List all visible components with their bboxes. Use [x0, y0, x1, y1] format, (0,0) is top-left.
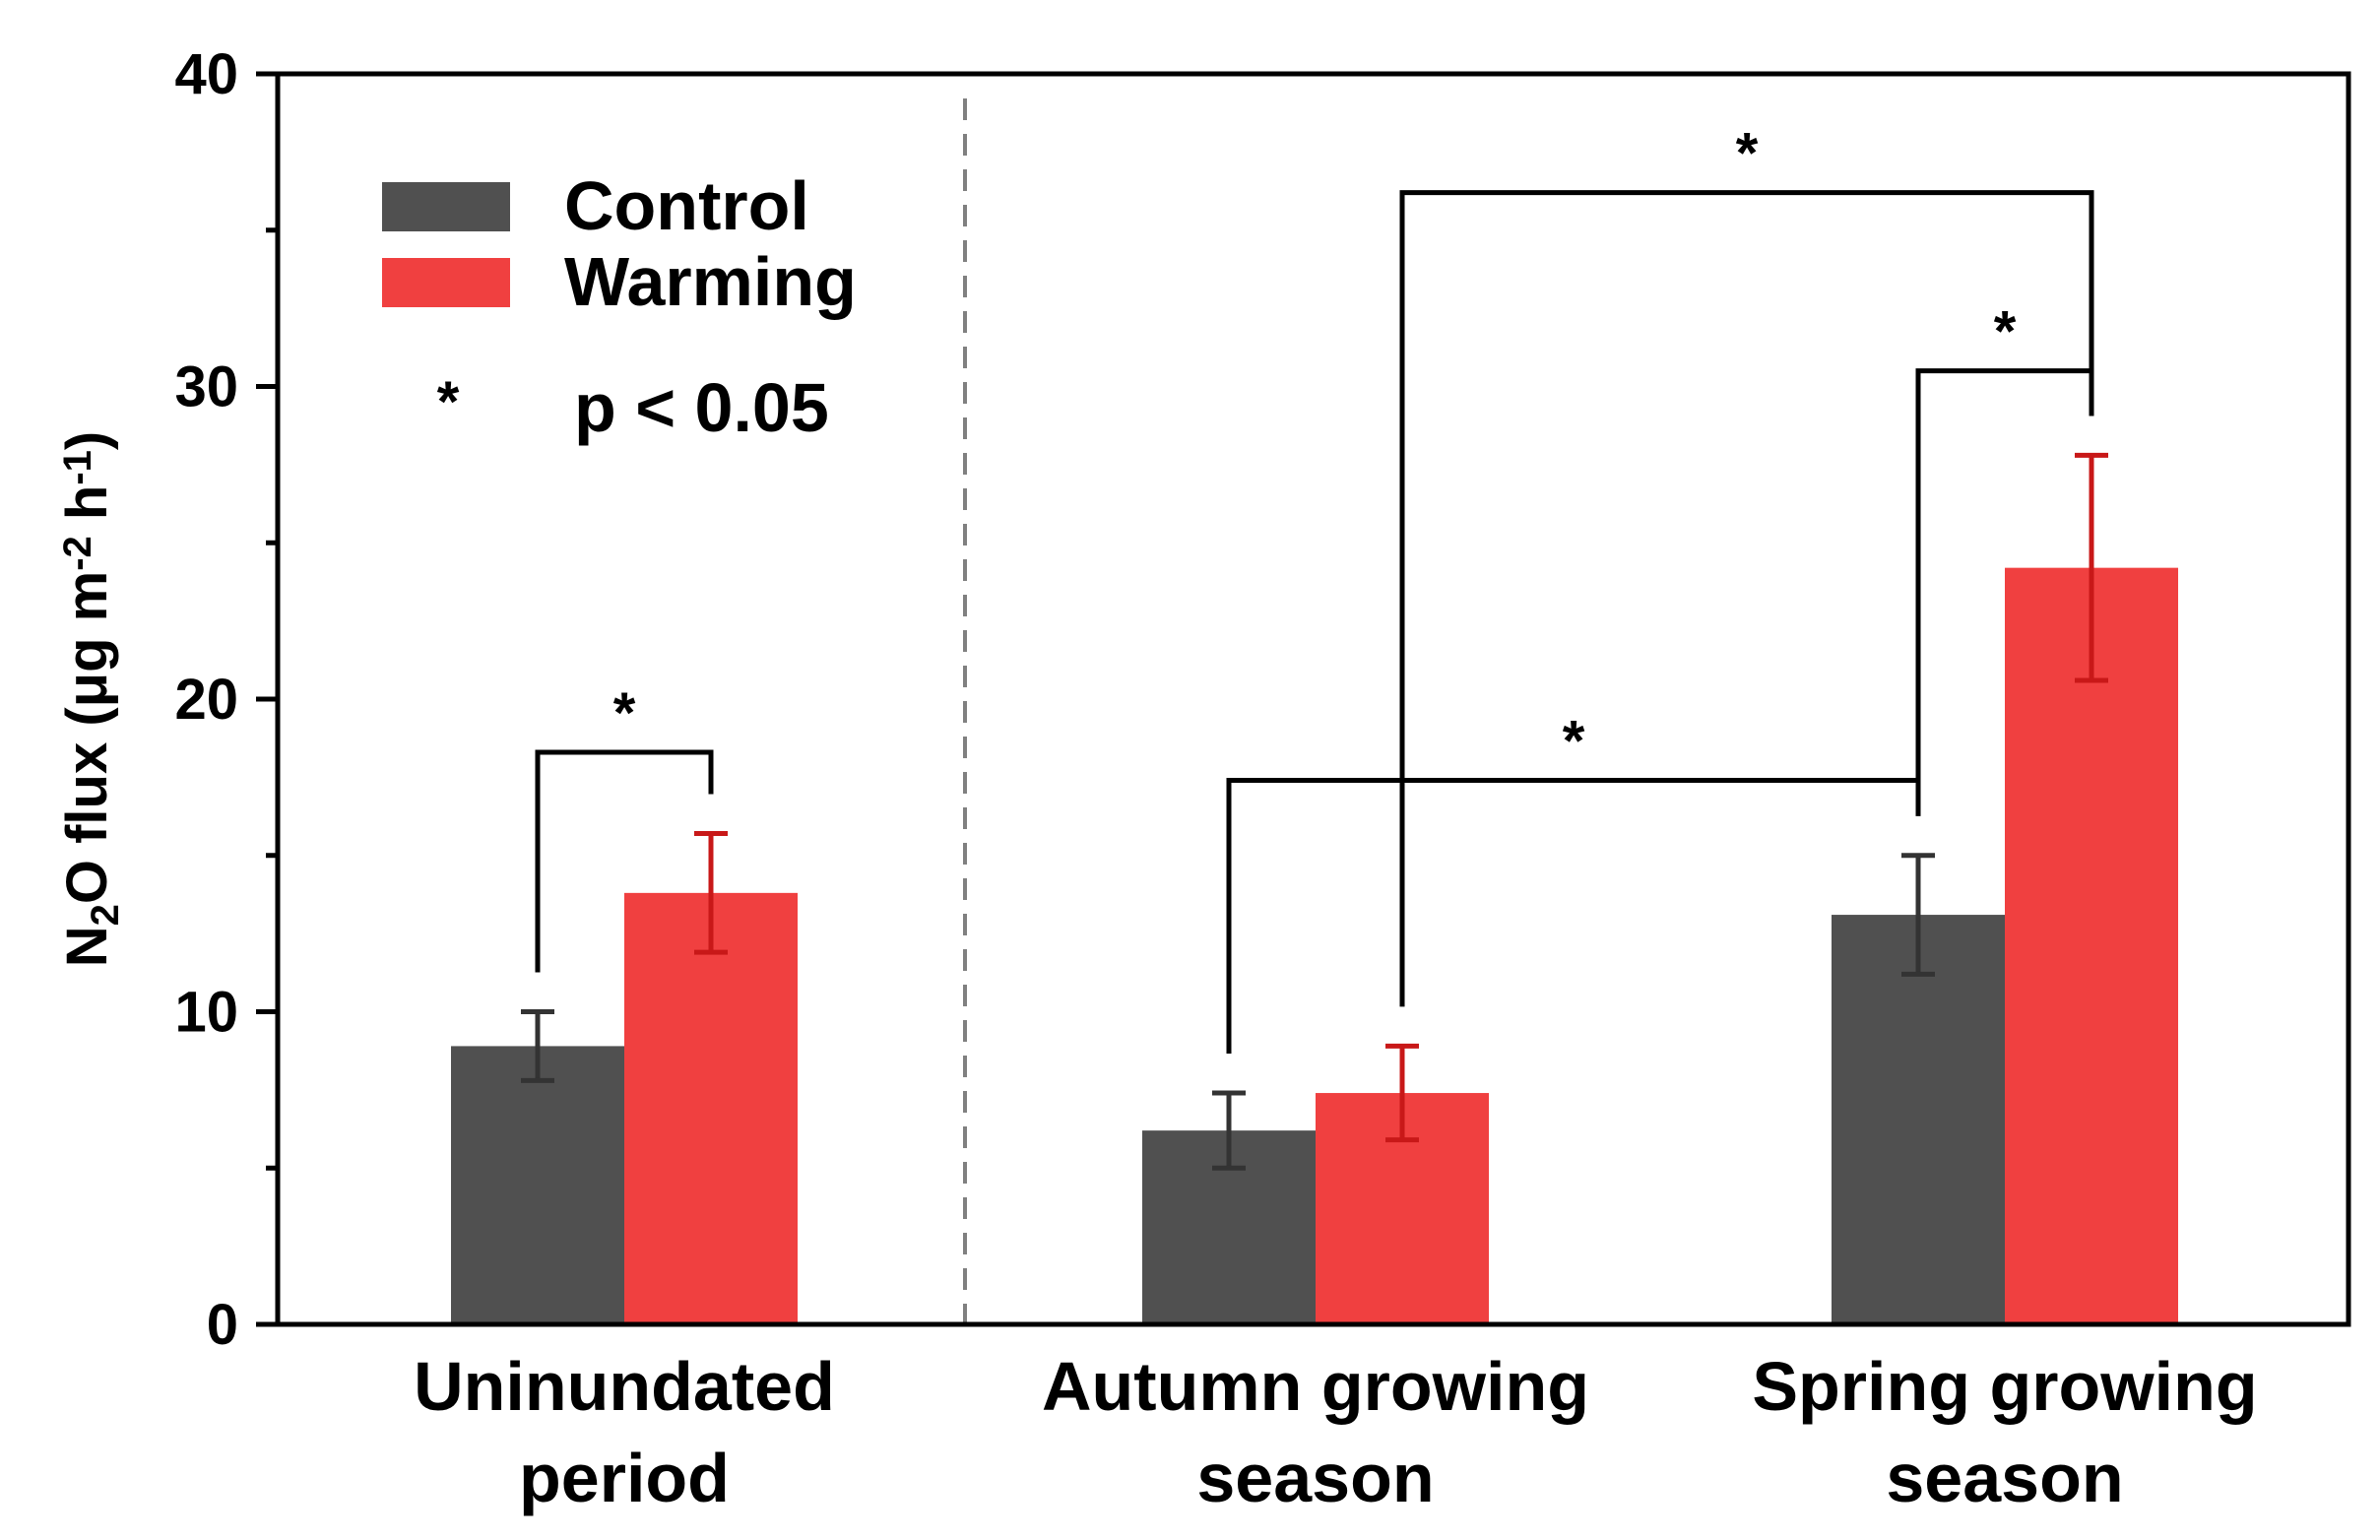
x-tick-label-1-line1: Autumn growing — [1042, 1348, 1589, 1425]
y-axis: 0 10 20 30 40 — [174, 42, 278, 1357]
y-axis-label-part-2: O flux (μg m — [55, 571, 119, 904]
y-axis-label-part-4: h — [55, 485, 119, 537]
legend-swatch-control — [382, 182, 510, 231]
bar-warming-2 — [2005, 567, 2178, 1324]
chart-marks — [451, 452, 2178, 1324]
y-axis-label-part-6: ) — [55, 431, 119, 450]
y-tick-label-2: 20 — [174, 668, 238, 732]
significance-marker-0: * — [613, 681, 636, 745]
legend-significance-label: p < 0.05 — [574, 369, 829, 446]
y-tick-label-0: 0 — [207, 1293, 238, 1357]
significance-marker-1: * — [1563, 710, 1585, 774]
legend-label-control: Control — [564, 167, 809, 244]
legend-swatch-warming — [382, 258, 510, 307]
bar-control-0 — [451, 1046, 624, 1324]
bar-warming-0 — [624, 892, 798, 1324]
y-axis-label-part-3: -2 — [56, 536, 99, 571]
significance-bracket-3 — [1399, 190, 2094, 1007]
significance-bracket-1 — [1226, 778, 1921, 1055]
x-tick-label-0-line2: period — [519, 1440, 730, 1516]
x-tick-label-0-line1: Uninundated — [414, 1348, 835, 1425]
y-axis-label-part-1: 2 — [84, 904, 127, 926]
significance-marker-3: * — [1736, 122, 1759, 186]
x-tick-label-2-line2: season — [1886, 1440, 2123, 1516]
y-tick-label-1: 10 — [174, 981, 238, 1045]
bar-control-2 — [1832, 915, 2005, 1324]
y-axis-label: N2O flux (μg m-2 h-1) — [55, 431, 127, 968]
x-tick-label-1-line2: season — [1196, 1440, 1434, 1516]
significance-brackets: * * * * — [535, 122, 2094, 1055]
y-axis-label-part-0: N — [55, 926, 119, 967]
y-axis-label-part-5: -1 — [56, 450, 99, 485]
y-tick-label-3: 30 — [174, 355, 238, 419]
significance-bracket-0 — [535, 749, 714, 973]
significance-marker-2: * — [1994, 300, 2017, 364]
legend-significance-marker: * — [437, 370, 460, 434]
x-axis: Uninundated period Autumn growing season Spr… — [414, 1348, 2258, 1516]
legend-label-warming: Warming — [564, 243, 857, 320]
y-tick-label-4: 40 — [174, 42, 238, 106]
x-tick-label-2-line1: Spring growing — [1752, 1348, 2257, 1425]
